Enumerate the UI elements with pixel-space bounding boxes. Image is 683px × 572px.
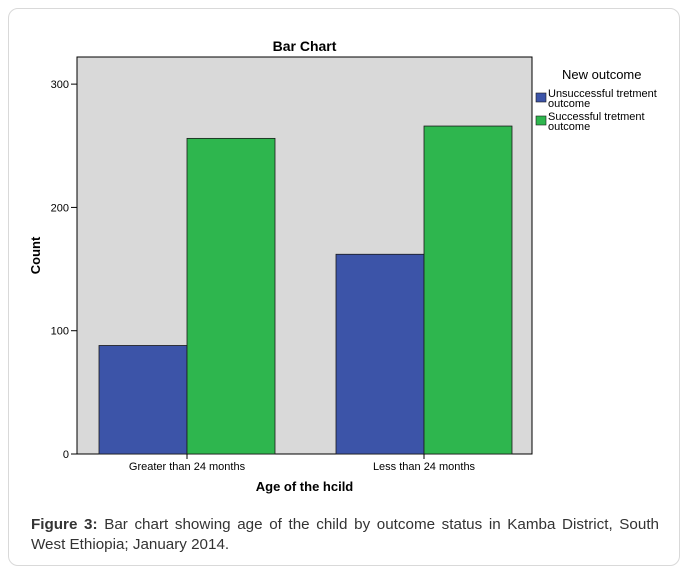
caption-text: Bar chart showing age of the child by ou…	[31, 516, 659, 553]
legend-label: Successful tretment	[548, 111, 645, 123]
chart-title: Bar Chart	[273, 38, 337, 54]
x-axis-label: Age of the hcild	[256, 479, 354, 494]
bar-chart: 0 100 200 300 Greater than 24 months Less th…	[28, 38, 657, 494]
x-axis: Greater than 24 months Less than 24 month…	[129, 454, 476, 473]
legend-label: outcome	[548, 121, 590, 133]
y-axis-label: Count	[28, 236, 43, 274]
bar-unsuccessful-1	[335, 253, 425, 455]
legend-swatch	[535, 115, 547, 126]
legend-title: New outcome	[562, 67, 641, 82]
legend-label: outcome	[548, 98, 590, 110]
bar-successful-0	[186, 137, 276, 455]
figure-caption: Figure 3: Bar chart showing age of the c…	[31, 515, 659, 555]
x-tick-label: Less than 24 months	[373, 461, 476, 473]
y-tick-label: 100	[51, 326, 69, 338]
legend-swatch	[535, 92, 547, 103]
caption-label: Figure 3:	[31, 516, 98, 533]
y-tick-label: 300	[51, 79, 69, 91]
legend: New outcome Unsuccessful tretmentoutcome…	[535, 67, 657, 133]
bar-unsuccessful-0	[98, 345, 188, 455]
legend-label: Unsuccessful tretment	[548, 88, 657, 100]
x-tick-label: Greater than 24 months	[129, 461, 246, 473]
y-tick-label: 0	[63, 449, 69, 461]
y-tick-label: 200	[51, 202, 69, 214]
y-axis: 0 100 200 300	[51, 79, 77, 461]
bars-group	[98, 125, 513, 455]
bar-successful-1	[423, 125, 513, 455]
